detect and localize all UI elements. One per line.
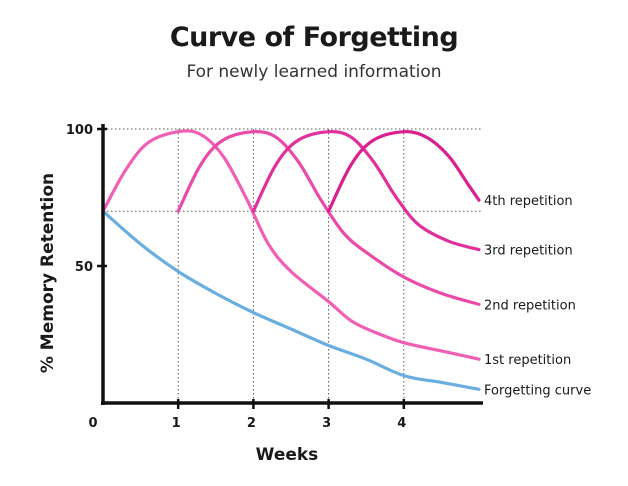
series-line-2nd-repetition <box>176 130 481 306</box>
axis-layer: 50 100 0 1 2 3 4 <box>66 123 483 431</box>
chart-subtitle: For newly learned information <box>186 62 442 82</box>
series-label-1st-repetition: 1st repetition <box>484 353 571 368</box>
x-axis-title: Weeks <box>256 445 319 465</box>
series-line-1st-repetition <box>101 129 481 361</box>
series-layer: Forgetting curve 1st repetition 2nd repeti… <box>101 129 591 398</box>
series-label-4th-repetition: 4th repetition <box>484 194 573 209</box>
y-tick-label-100: 100 <box>66 123 93 138</box>
series-label-3rd-repetition: 3rd repetition <box>484 244 573 259</box>
x-tick-label-0: 0 <box>88 416 97 431</box>
chart-title: Curve of Forgetting <box>169 22 459 53</box>
x-tick-label-1: 1 <box>172 416 181 431</box>
x-tick-label-4: 4 <box>397 416 406 431</box>
y-tick-label-50: 50 <box>75 260 93 275</box>
x-tick-label-2: 2 <box>247 416 256 431</box>
series-label-forgetting-curve: Forgetting curve <box>484 383 591 398</box>
y-axis-title: % Memory Retention <box>38 173 58 373</box>
grid-layer <box>103 128 483 403</box>
series-line-forgetting-curve <box>101 209 481 391</box>
x-tick-label-3: 3 <box>322 416 331 431</box>
series-label-2nd-repetition: 2nd repetition <box>484 298 576 313</box>
series-line-4th-repetition <box>327 130 481 213</box>
series-line-3rd-repetition <box>251 130 481 252</box>
